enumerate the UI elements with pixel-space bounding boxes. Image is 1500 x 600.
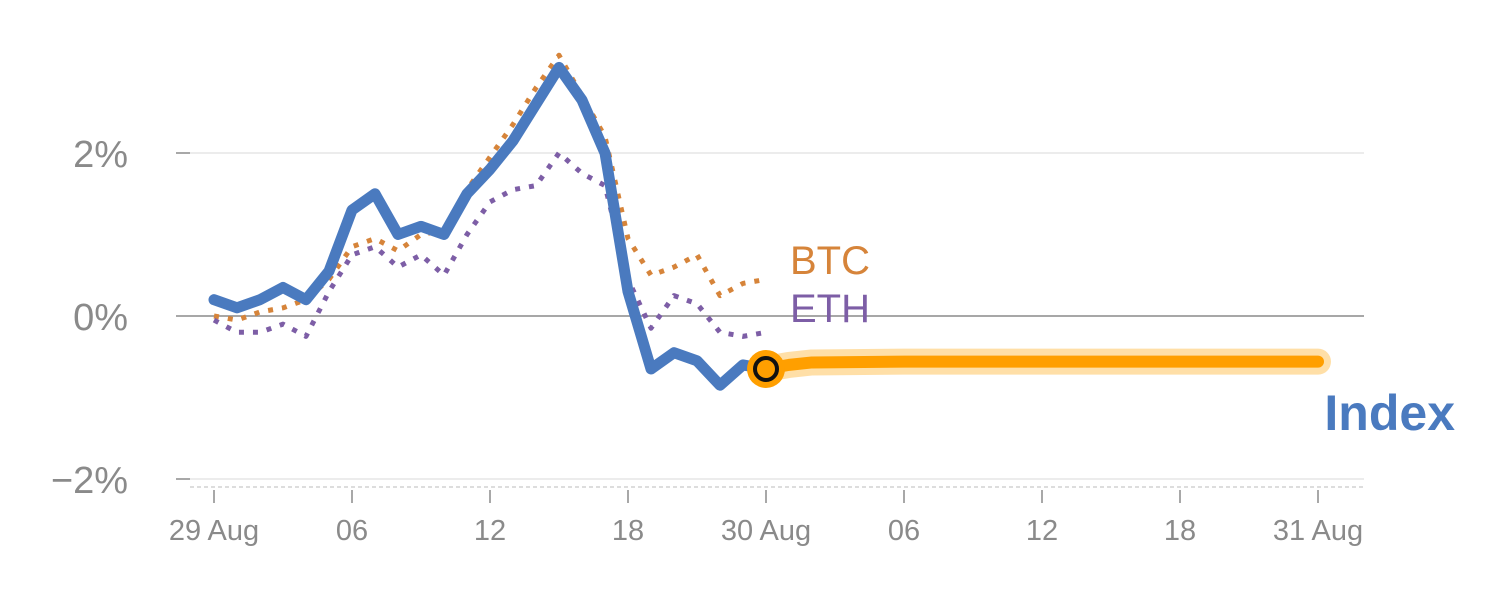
x-axis: 29 Aug 06 12 18 30 Aug 06 12 18 31 Aug: [169, 490, 1363, 547]
x-tick-label: 29 Aug: [169, 515, 259, 547]
x-tick-label: 18: [612, 515, 644, 547]
index-series-label: Index: [1324, 385, 1455, 441]
forecast-band: [753, 348, 1331, 382]
index-series-line: [208, 61, 772, 391]
x-tick-label: 06: [336, 515, 368, 547]
btc-series-label: BTC: [790, 239, 870, 283]
x-tick-label: 30 Aug: [721, 515, 811, 547]
x-tick-label: 12: [474, 515, 506, 547]
x-tick-label: 12: [1026, 515, 1058, 547]
y-tick-label: −2%: [51, 460, 128, 502]
current-value-marker: [747, 349, 785, 388]
y-axis: 2% 0% −2%: [51, 134, 190, 502]
eth-series-label: ETH: [790, 287, 870, 331]
eth-series-line: [212, 150, 767, 339]
marker-dot: [753, 355, 779, 382]
forecast-line: [760, 355, 1324, 375]
x-tick-label: 31 Aug: [1273, 515, 1363, 547]
x-tick-label: 18: [1164, 515, 1196, 547]
y-tick-label: 2%: [73, 134, 128, 176]
gridlines: [190, 152, 1364, 488]
y-tick-label: 0%: [73, 297, 128, 339]
btc-series-line: [213, 52, 767, 323]
series-lines: [208, 52, 772, 391]
x-tick-label: 06: [888, 515, 920, 547]
